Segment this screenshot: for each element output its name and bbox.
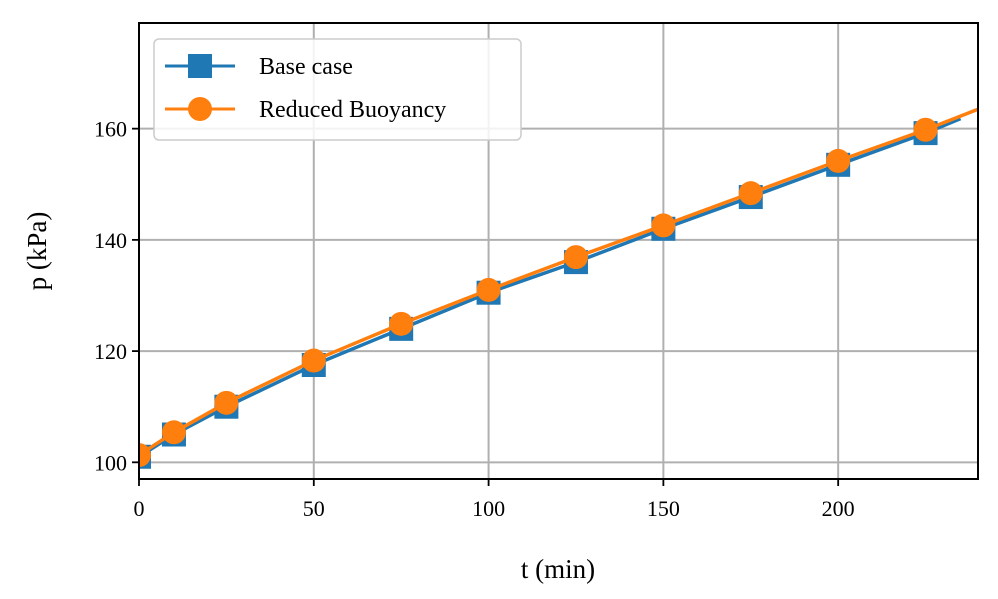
x-tick-label: 150 [647, 496, 680, 521]
data-point-reduced-buoyancy [913, 117, 938, 142]
y-tick-label: 140 [94, 228, 127, 253]
data-point-reduced-buoyancy [738, 181, 763, 206]
legend-marker-square-icon [188, 54, 212, 78]
data-point-reduced-buoyancy [476, 277, 501, 302]
legend-box [153, 38, 522, 141]
data-point-reduced-buoyancy [826, 148, 851, 173]
axis-ticks: 0 50 100 150 200 100 120 140 160 [94, 117, 855, 521]
x-tick-label: 200 [822, 496, 855, 521]
y-tick-label: 160 [94, 117, 127, 142]
series-reduced-buoyancy [139, 107, 978, 468]
data-point-reduced-buoyancy [301, 348, 326, 373]
legend-marker-circle-icon [188, 97, 212, 121]
data-point-reduced-buoyancy [563, 245, 588, 270]
x-tick-label: 0 [134, 496, 145, 521]
data-point-reduced-buoyancy [161, 420, 186, 445]
legend-label-base-case: Base case [259, 54, 353, 80]
x-tick-label: 50 [303, 496, 325, 521]
legend-label-reduced-buoyancy: Reduced Buoyancy [259, 97, 446, 123]
x-tick-label: 100 [472, 496, 505, 521]
y-tick-label: 120 [94, 339, 127, 364]
plot-frame [138, 22, 979, 480]
data-point-reduced-buoyancy [389, 311, 414, 336]
series-layer [139, 107, 978, 469]
data-point-reduced-buoyancy [139, 443, 151, 468]
legend-entry-base-case: Base case [165, 54, 353, 80]
y-tick-label: 100 [94, 450, 127, 475]
legend: Base case Reduced Buoyancy [153, 38, 522, 141]
x-axis-label: t (min) [521, 554, 595, 584]
legend-entry-reduced-buoyancy: Reduced Buoyancy [165, 97, 446, 123]
data-point-reduced-buoyancy [214, 390, 239, 415]
data-point-reduced-buoyancy [651, 213, 676, 238]
y-axis-label: p (kPa) [22, 212, 52, 291]
